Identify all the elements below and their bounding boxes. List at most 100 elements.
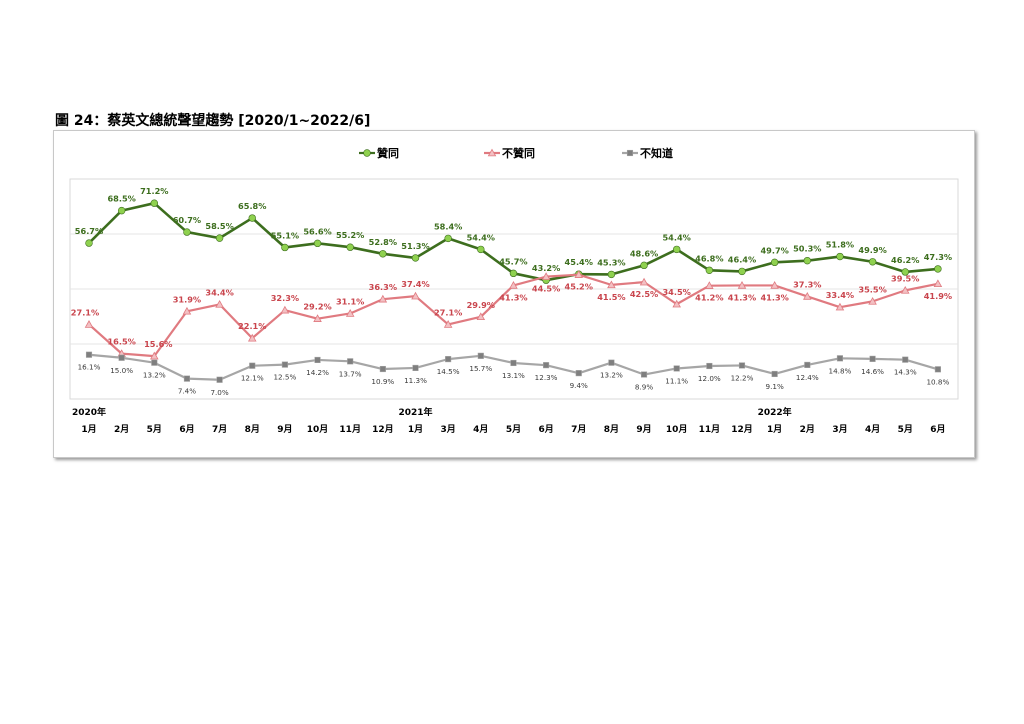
data-label: 55.2%	[336, 230, 364, 240]
data-point	[411, 254, 420, 262]
data-label: 15.7%	[469, 364, 492, 373]
x-tick-label: 9月	[277, 424, 292, 435]
legend-label: 不知道	[640, 146, 673, 160]
data-point	[574, 270, 584, 278]
legend-item-1: 贊同	[359, 146, 399, 160]
data-label: 51.3%	[401, 241, 429, 251]
data-label: 13.1%	[502, 371, 525, 380]
chart-frame: 贊同 不贊同 不知道 56.7% 68.5% 71.2% 60.7% 58.5% 65.8% 5…	[53, 130, 975, 458]
x-tick-label: 3月	[441, 424, 456, 435]
data-label: 12.3%	[535, 373, 558, 382]
data-point	[770, 258, 779, 267]
legend-item-2: 不贊同	[484, 146, 535, 160]
data-label: 54.4%	[467, 232, 495, 242]
data-point	[477, 245, 485, 254]
data-label: 56.6%	[303, 226, 331, 236]
data-point	[869, 355, 876, 362]
data-label: 60.7%	[173, 215, 201, 225]
data-label: 41.3%	[728, 292, 756, 302]
data-point	[346, 243, 354, 251]
data-point	[575, 370, 582, 377]
data-point	[150, 351, 159, 360]
x-tick-label: 6月	[930, 424, 945, 435]
data-label: 31.1%	[336, 296, 364, 306]
x-year-label: 2021年	[398, 406, 432, 418]
data-point	[117, 206, 126, 215]
plot-area: 56.7% 68.5% 71.2% 60.7% 58.5% 65.8% 55.1% 56.6%…	[69, 178, 959, 400]
data-label: 27.1%	[434, 307, 462, 317]
data-point	[672, 245, 681, 254]
data-point	[444, 234, 452, 243]
data-label: 34.4%	[205, 287, 233, 297]
data-point	[215, 234, 224, 242]
data-point	[803, 256, 811, 265]
data-point	[118, 354, 125, 361]
x-tick-label: 4月	[473, 424, 488, 435]
data-point	[737, 281, 747, 289]
data-label: 68.5%	[107, 194, 135, 204]
data-point	[836, 355, 844, 362]
x-year-label: 2020年	[72, 406, 106, 418]
data-point	[607, 270, 616, 279]
data-point	[281, 243, 289, 252]
data-label: 12.4%	[796, 373, 819, 382]
data-label: 14.6%	[861, 367, 884, 376]
data-label: 31.9%	[173, 294, 201, 304]
x-tick-label: 1月	[408, 424, 423, 435]
x-tick-label: 6月	[538, 424, 553, 435]
data-point	[639, 277, 649, 286]
data-label: 41.5%	[597, 292, 625, 302]
data-label: 32.3%	[271, 293, 299, 303]
legend-swatch-marker	[626, 149, 634, 157]
data-point	[933, 279, 943, 288]
data-point	[900, 285, 910, 294]
data-point	[738, 362, 746, 369]
data-point	[706, 362, 713, 370]
data-point	[151, 359, 158, 366]
data-label: 33.4%	[826, 290, 854, 300]
series-2: 27.1% 16.5% 15.6% 31.9% 34.4% 22.1% 32.3% 29.2%…	[71, 270, 952, 360]
x-tick-label: 4月	[865, 424, 880, 435]
chart-legend: 贊同 不贊同 不知道	[359, 146, 673, 160]
data-point	[835, 302, 845, 311]
data-label: 41.3%	[760, 292, 788, 302]
x-tick-label: 2月	[800, 424, 815, 435]
data-label: 46.8%	[695, 253, 723, 263]
data-point	[445, 356, 452, 363]
data-label: 16.5%	[107, 337, 135, 347]
data-point	[150, 199, 159, 207]
data-point	[804, 361, 811, 368]
data-point	[216, 376, 223, 383]
data-point	[705, 281, 714, 289]
legend-swatch-marker	[363, 149, 371, 157]
legend-label: 不贊同	[502, 146, 535, 160]
data-label: 9.1%	[766, 382, 784, 391]
data-label: 50.3%	[793, 244, 821, 254]
data-point	[672, 299, 681, 308]
data-label: 36.3%	[369, 282, 397, 292]
data-point	[868, 296, 877, 305]
data-point	[314, 356, 321, 363]
data-point	[443, 320, 453, 328]
data-point	[313, 314, 322, 322]
data-label: 44.5%	[532, 284, 560, 294]
data-label: 11.3%	[404, 376, 427, 385]
data-point	[901, 268, 909, 276]
data-point	[477, 352, 484, 359]
data-label: 29.2%	[303, 302, 331, 312]
data-point	[510, 359, 517, 367]
x-tick-label: 5月	[506, 424, 521, 435]
x-tick-label: 5月	[147, 424, 162, 435]
x-tick-label: 10月	[307, 424, 329, 435]
data-label: 65.8%	[238, 201, 266, 211]
data-point	[836, 252, 844, 261]
data-point	[379, 250, 387, 258]
data-label: 14.8%	[829, 366, 852, 375]
data-point	[183, 375, 190, 382]
x-year-label: 2022年	[758, 406, 792, 418]
data-label: 46.2%	[891, 255, 919, 265]
data-point	[509, 269, 518, 278]
data-point	[543, 362, 550, 369]
data-point	[673, 365, 680, 372]
data-point	[641, 371, 648, 378]
